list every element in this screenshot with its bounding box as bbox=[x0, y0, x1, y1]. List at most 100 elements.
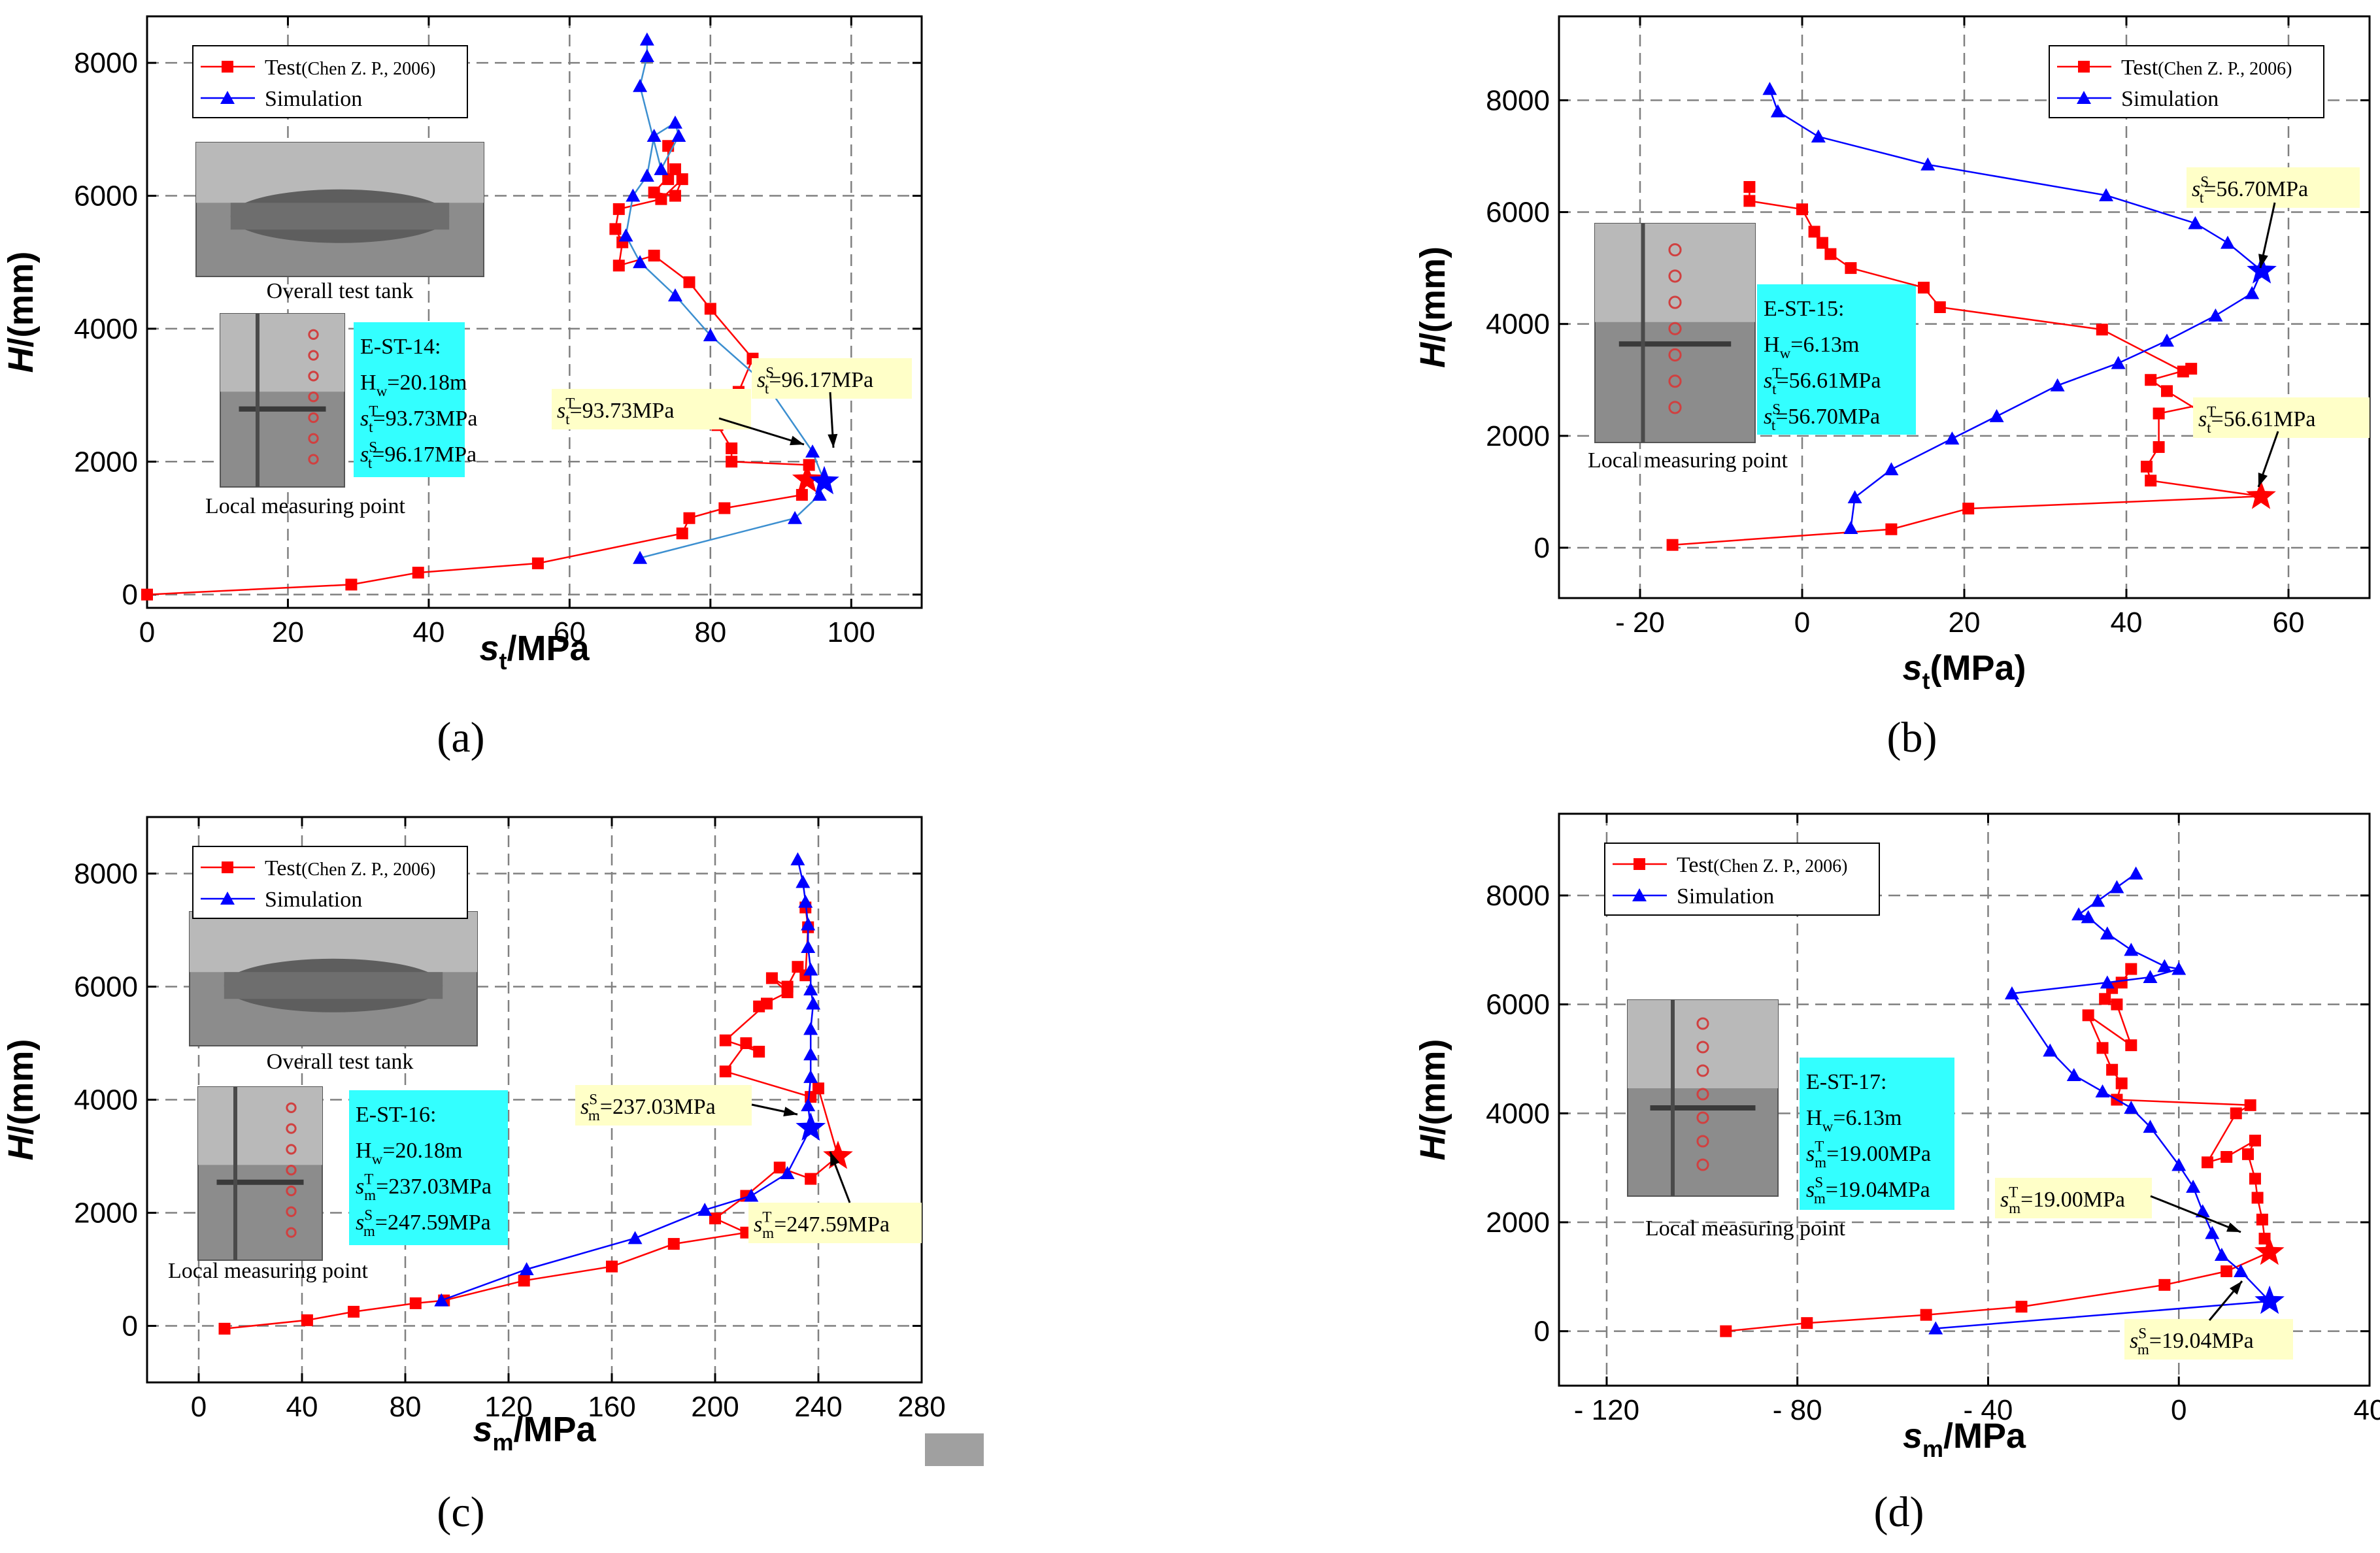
series-line bbox=[1769, 88, 2263, 529]
data-point-square bbox=[1817, 237, 1828, 249]
data-point-square bbox=[773, 1161, 786, 1174]
data-point-triangle bbox=[646, 129, 662, 142]
measuring-point-photo bbox=[220, 313, 345, 488]
callout-box bbox=[2187, 167, 2360, 208]
data-point-triangle bbox=[654, 161, 669, 175]
data-point-triangle bbox=[803, 962, 818, 976]
data-point-square bbox=[2099, 993, 2111, 1005]
measuring-point-marker bbox=[1696, 1064, 1709, 1077]
y-axis-title: H/(mm) bbox=[1413, 246, 1452, 368]
series-simulation bbox=[434, 852, 826, 1307]
data-point-square bbox=[2251, 1192, 2264, 1204]
data-point-triangle bbox=[2066, 1068, 2081, 1081]
data-point-triangle bbox=[618, 228, 633, 242]
x-tick-label: 40 bbox=[2354, 1394, 2380, 1426]
data-point-square bbox=[648, 186, 660, 199]
y-tick-label: 4000 bbox=[74, 313, 138, 345]
photo-caption: Local measuring point bbox=[1645, 1216, 1845, 1241]
data-point-square bbox=[606, 1260, 618, 1273]
legend-marker-triangle bbox=[220, 91, 235, 104]
photo-sky bbox=[198, 1087, 322, 1165]
data-point-square bbox=[740, 1037, 752, 1049]
gray-swatch bbox=[925, 1433, 984, 1466]
data-point-square bbox=[1720, 1325, 1732, 1337]
callout-arrowhead bbox=[2226, 1222, 2241, 1232]
data-point-square bbox=[719, 1034, 731, 1046]
data-point-triangle bbox=[1884, 462, 1899, 476]
data-point-triangle bbox=[801, 939, 816, 953]
y-tick-label: 8000 bbox=[1486, 84, 1550, 116]
callout-box bbox=[2124, 1319, 2293, 1360]
x-tick-label: 80 bbox=[694, 616, 726, 648]
data-point-triangle bbox=[812, 488, 827, 501]
measuring-point-marker bbox=[308, 433, 319, 444]
data-point-square bbox=[2202, 1156, 2213, 1169]
photo-caption: Overall test tank bbox=[267, 279, 414, 303]
legend-marker-square bbox=[1634, 858, 1645, 870]
data-point-square bbox=[2177, 365, 2189, 378]
x-tick-label: 40 bbox=[412, 616, 444, 648]
data-point-square bbox=[683, 276, 696, 288]
panel-label: (d) bbox=[1874, 1488, 1924, 1536]
data-point-square bbox=[2145, 475, 2157, 487]
data-point-square bbox=[348, 1305, 360, 1318]
data-point-square bbox=[2111, 998, 2123, 1010]
data-point-square bbox=[803, 459, 815, 471]
data-point-square bbox=[2125, 1039, 2137, 1052]
legend-marker-square bbox=[222, 861, 233, 873]
data-point-triangle bbox=[667, 288, 682, 302]
legend-marker-triangle bbox=[1632, 888, 1647, 901]
data-point-square bbox=[796, 489, 808, 501]
data-point-square bbox=[753, 1045, 765, 1058]
series-simulation bbox=[1928, 866, 2285, 1335]
data-point-square bbox=[2230, 1107, 2242, 1120]
legend-marker-square bbox=[222, 61, 233, 73]
measuring-point-marker bbox=[1668, 401, 1682, 414]
info-line: E-ST-16: bbox=[356, 1103, 436, 1127]
plot-frame bbox=[1558, 812, 2371, 1387]
x-tick-label: 240 bbox=[794, 1391, 842, 1423]
data-point-triangle bbox=[2171, 961, 2187, 975]
photo-sky bbox=[1595, 224, 1755, 322]
photo-caption: Local measuring point bbox=[168, 1259, 368, 1283]
measuring-point-marker bbox=[286, 1144, 297, 1155]
data-point-triangle bbox=[2214, 1248, 2229, 1261]
data-point-square bbox=[2258, 1233, 2271, 1244]
y-tick-label: 2000 bbox=[1486, 1207, 1550, 1239]
legend-box bbox=[192, 45, 468, 118]
overall-tank-photo bbox=[189, 911, 478, 1046]
y-tick-label: 6000 bbox=[1486, 197, 1550, 229]
callout-arrowhead bbox=[2258, 473, 2268, 487]
callout-arrowhead bbox=[2258, 254, 2268, 268]
data-point-square bbox=[301, 1314, 313, 1326]
plot-frame bbox=[146, 15, 923, 609]
data-point-triangle bbox=[2205, 1226, 2220, 1239]
data-point-square bbox=[345, 578, 358, 591]
data-point-triangle bbox=[796, 875, 811, 888]
data-point-square bbox=[683, 512, 696, 524]
callout-arrowhead bbox=[2229, 1281, 2242, 1295]
info-box bbox=[1757, 284, 1916, 435]
data-point-square bbox=[669, 163, 681, 175]
data-point-square bbox=[753, 1000, 765, 1012]
info-line: sS m=19.04MPa bbox=[1806, 1175, 1930, 1207]
measuring-point-marker bbox=[1696, 1017, 1709, 1030]
y-tick-label: 4000 bbox=[74, 1084, 138, 1116]
measuring-point-marker bbox=[1696, 1158, 1709, 1171]
series-test bbox=[141, 140, 822, 601]
overall-tank-photo bbox=[195, 142, 484, 277]
measuring-point-marker bbox=[308, 329, 319, 340]
x-tick-label: 280 bbox=[897, 1391, 945, 1423]
data-point-triangle bbox=[2124, 943, 2139, 956]
data-point-triangle bbox=[2186, 1179, 2201, 1193]
photo-caption: Overall test tank bbox=[267, 1050, 414, 1074]
data-point-square bbox=[805, 1173, 817, 1185]
data-point-square bbox=[719, 1065, 731, 1078]
data-point-triangle bbox=[1928, 1321, 1943, 1335]
data-point-triangle bbox=[803, 1069, 818, 1083]
legend-label-simulation: Simulation bbox=[2121, 87, 2219, 111]
measuring-point-marker bbox=[308, 371, 319, 382]
measuring-point-marker bbox=[1668, 348, 1682, 362]
legend-label-simulation: Simulation bbox=[265, 87, 362, 111]
data-point-square bbox=[765, 972, 778, 984]
